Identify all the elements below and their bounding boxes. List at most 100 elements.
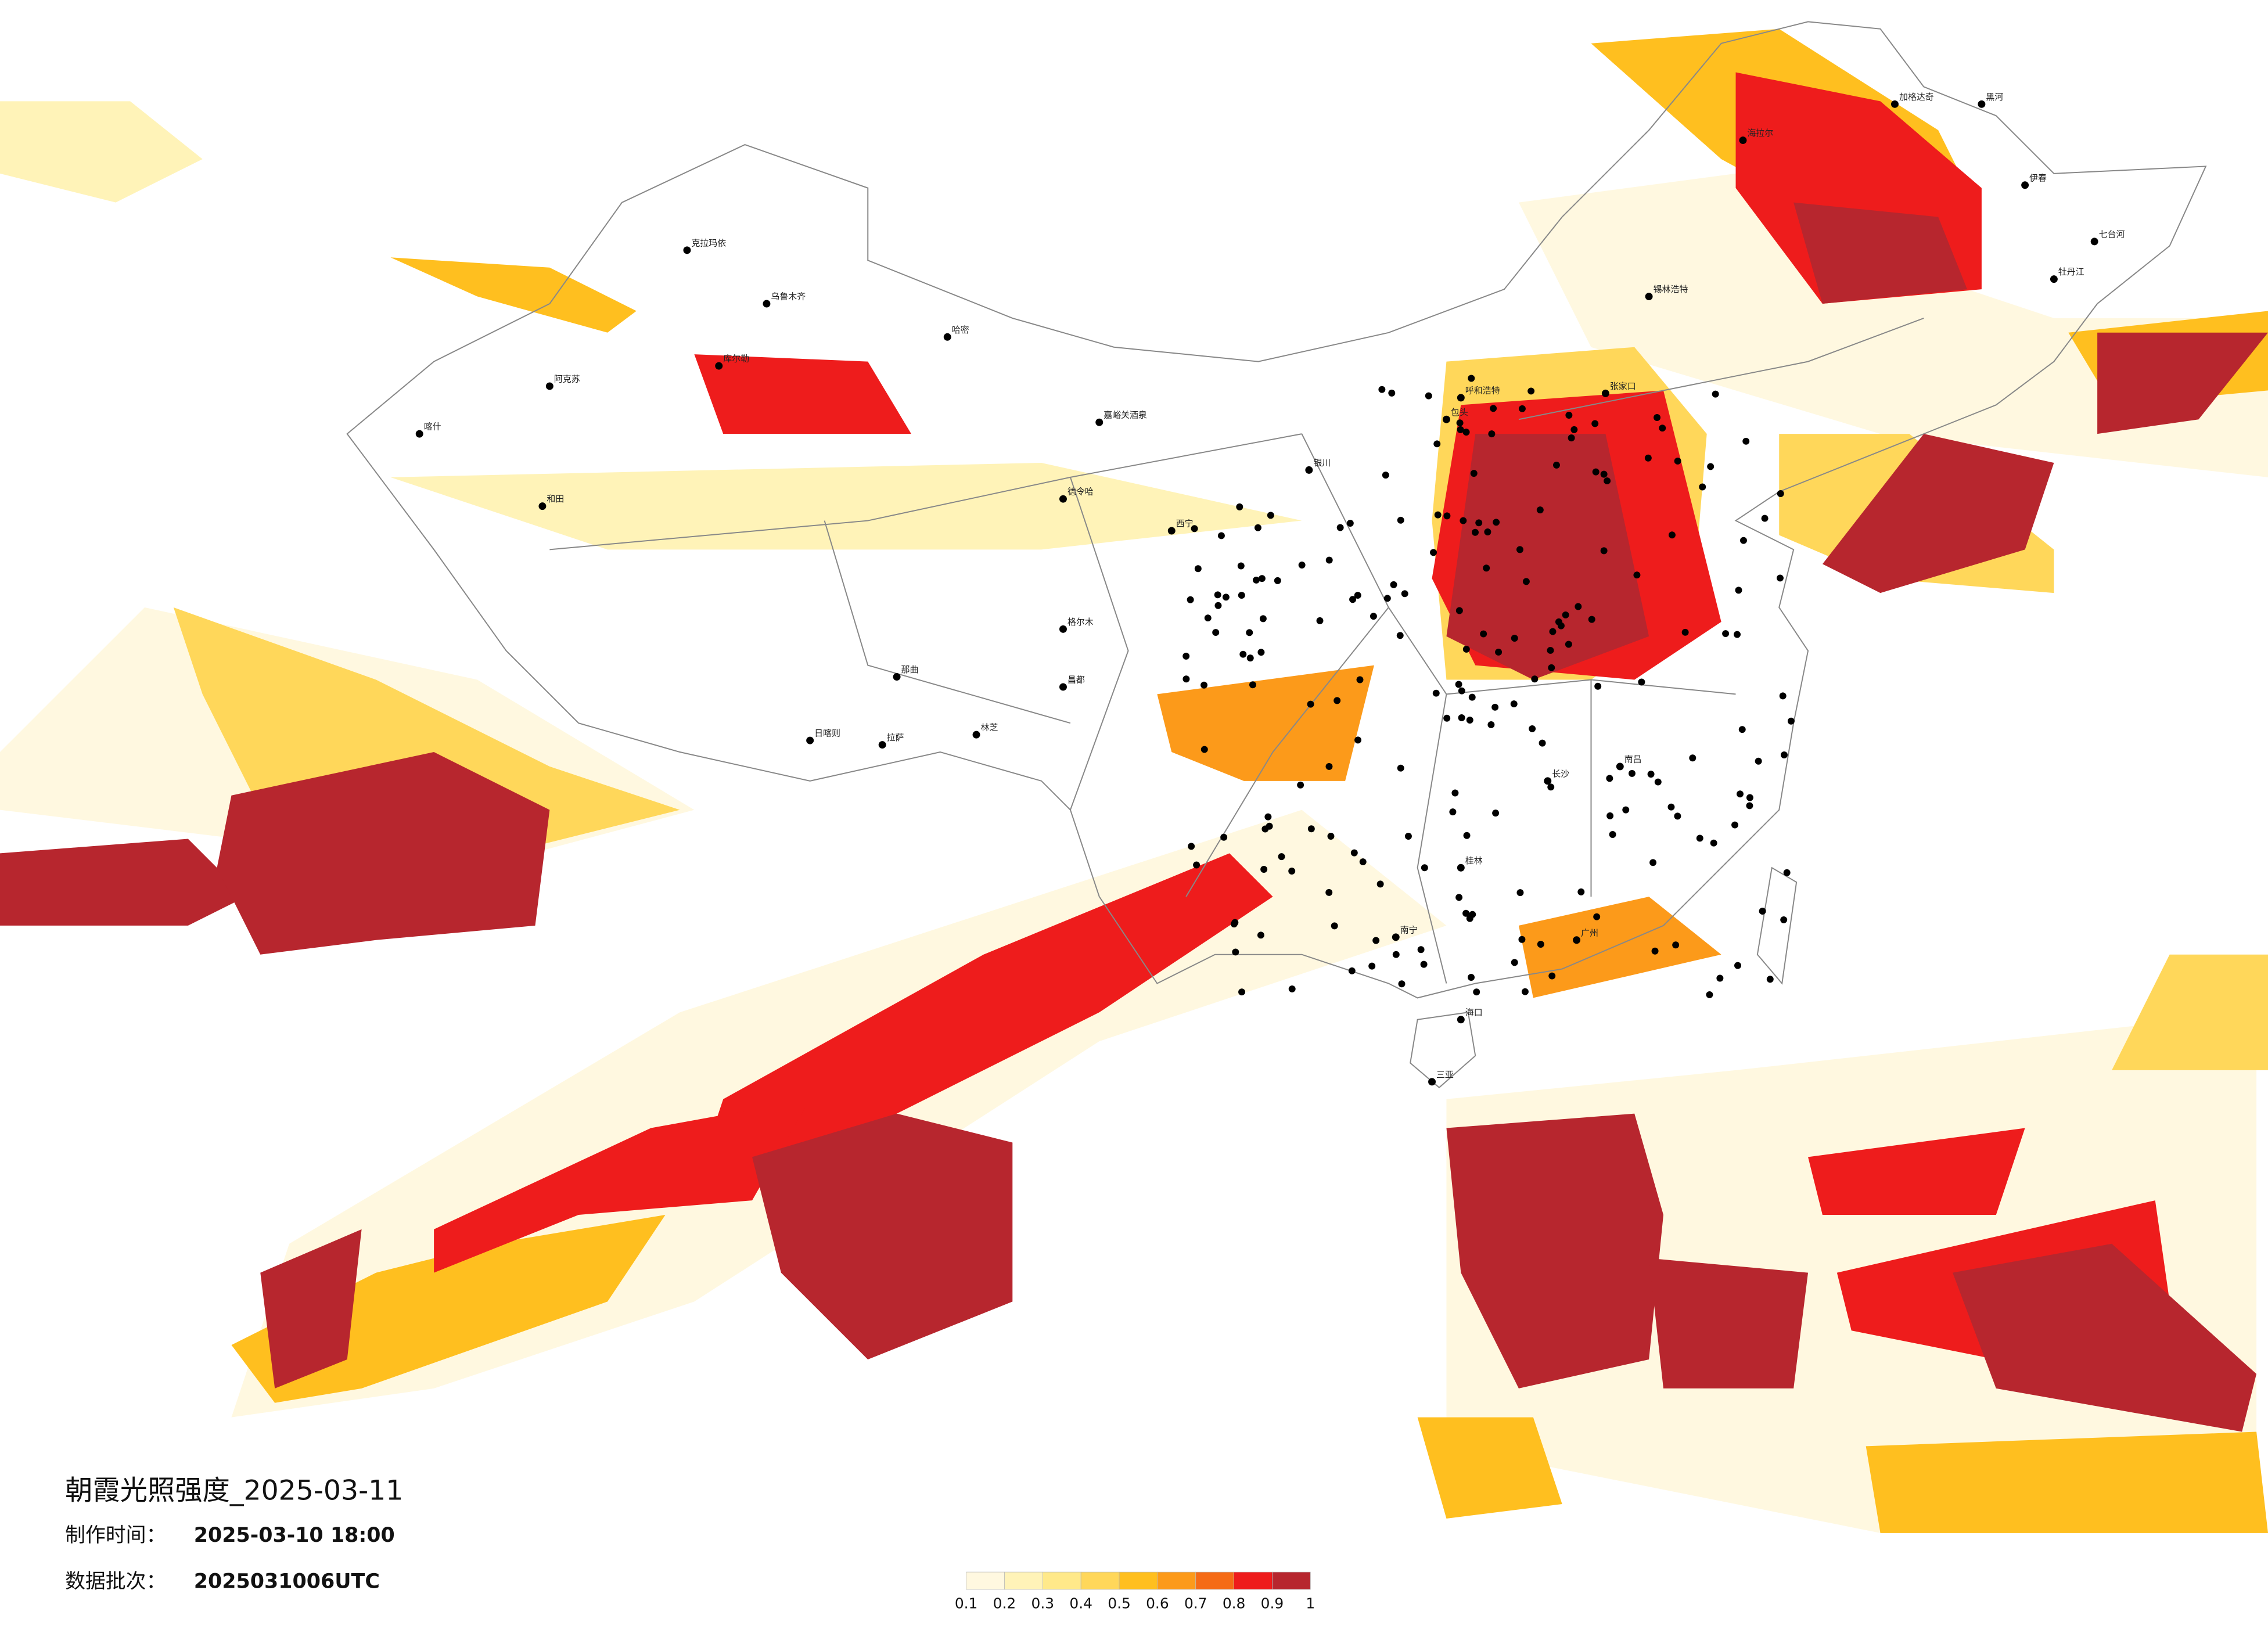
intensity-field: [0, 28, 2268, 1533]
city-dot: [1388, 389, 1396, 397]
city-dot: [1577, 888, 1585, 895]
city-dot: [538, 502, 547, 510]
city-dot: [1451, 789, 1459, 797]
city-dot: [1383, 595, 1391, 602]
city-label: 广州: [1581, 927, 1598, 938]
city-dot: [1600, 470, 1608, 478]
city-dot: [1516, 546, 1523, 553]
batch-label: 数据批次：: [65, 1570, 166, 1593]
city-dot: [1432, 689, 1440, 697]
city-dot: [1257, 649, 1265, 656]
city-dot: [1249, 681, 1256, 689]
city-dot: [1591, 420, 1599, 427]
city-dot: [1316, 617, 1324, 624]
city-dot: [1368, 962, 1376, 970]
legend-swatch: [1119, 1571, 1158, 1590]
city-dot: [1672, 941, 1680, 949]
city-dot: [1783, 869, 1791, 876]
city-dot: [1537, 941, 1544, 948]
city-label: 南宁: [1400, 924, 1418, 935]
band: [694, 354, 911, 434]
city-label: 加格达奇: [1899, 92, 1934, 102]
city-dot: [1777, 490, 1784, 497]
city-dot: [1492, 810, 1500, 817]
city-dot: [1095, 418, 1104, 426]
city-dot: [1491, 703, 1499, 711]
city-dot: [1443, 512, 1451, 520]
city-dot: [1274, 577, 1281, 584]
city-dot: [1601, 389, 1609, 397]
city-dot: [1238, 592, 1245, 599]
city-dot: [1565, 641, 1572, 648]
city-dot: [1594, 682, 1602, 690]
city-dot: [1455, 681, 1462, 688]
city-dot: [1890, 100, 1899, 108]
legend-swatch: [1195, 1571, 1234, 1590]
city-label: 昌都: [1067, 674, 1085, 685]
haze: [390, 462, 1302, 550]
city-dot: [1462, 645, 1470, 653]
city-dot: [1428, 1078, 1436, 1086]
legend-swatch: [1080, 1571, 1120, 1590]
city-dot: [1455, 607, 1463, 614]
band: [1808, 1128, 2025, 1215]
city-dot: [1468, 693, 1476, 701]
city-dot: [878, 741, 886, 749]
city-dot: [1194, 565, 1202, 573]
legend-tick-label: 0.3: [1031, 1595, 1055, 1611]
city-dot: [1430, 549, 1437, 556]
city-dot: [1667, 803, 1675, 811]
city-dot: [1604, 477, 1611, 485]
city-dot: [1059, 495, 1067, 503]
city-dot: [1456, 419, 1464, 427]
city-dot: [1458, 687, 1465, 695]
city-dot: [1651, 947, 1659, 955]
title: 朝霞光照强度_2025-03-11: [65, 1475, 403, 1507]
band: [1649, 1258, 1809, 1388]
city-dot: [1204, 614, 1212, 622]
city-dot: [1237, 562, 1245, 570]
city-dot: [1397, 516, 1404, 524]
city-dot: [1531, 675, 1539, 683]
city-dot: [1307, 700, 1314, 708]
legend-swatch: [1234, 1571, 1273, 1590]
city-dot: [1462, 909, 1470, 917]
city-dot: [1217, 532, 1225, 539]
city-dot: [1257, 931, 1264, 939]
band: [752, 1113, 1013, 1360]
province-lines: [549, 317, 1924, 984]
city-dot: [1214, 591, 1221, 599]
city-label: 西宁: [1176, 519, 1194, 529]
hainan: [1410, 1012, 1476, 1089]
city-dot: [1455, 894, 1463, 901]
band: [1953, 1243, 2257, 1432]
city-dot: [1706, 991, 1713, 998]
city-label: 锡林浩特: [1654, 284, 1688, 294]
city-label: 哈密: [952, 325, 969, 335]
city-label: 林芝: [981, 722, 998, 733]
city-dot: [1978, 100, 1986, 108]
band: [217, 752, 550, 955]
city-dot: [1212, 629, 1220, 636]
city-dot: [1201, 681, 1208, 689]
city-dot: [1518, 936, 1526, 943]
city-dot: [1392, 933, 1400, 941]
city-dot: [1434, 511, 1442, 519]
city-dot: [1480, 630, 1487, 638]
city-dot: [1488, 430, 1496, 438]
city-dot: [1258, 575, 1266, 582]
city-dot: [1191, 525, 1198, 533]
city-dot: [1739, 136, 1747, 145]
city-dot: [1548, 972, 1556, 980]
city-dot: [1327, 832, 1335, 840]
city-label: 和田: [547, 494, 564, 504]
legend-tick-label: 0.7: [1184, 1595, 1207, 1611]
city-dot: [1396, 632, 1404, 639]
city-dot: [1779, 692, 1787, 700]
city-dot: [806, 736, 814, 744]
city-dot: [1182, 652, 1190, 660]
city-dot: [1220, 833, 1228, 841]
city-dot: [1167, 527, 1176, 535]
city-dot: [1473, 988, 1480, 996]
